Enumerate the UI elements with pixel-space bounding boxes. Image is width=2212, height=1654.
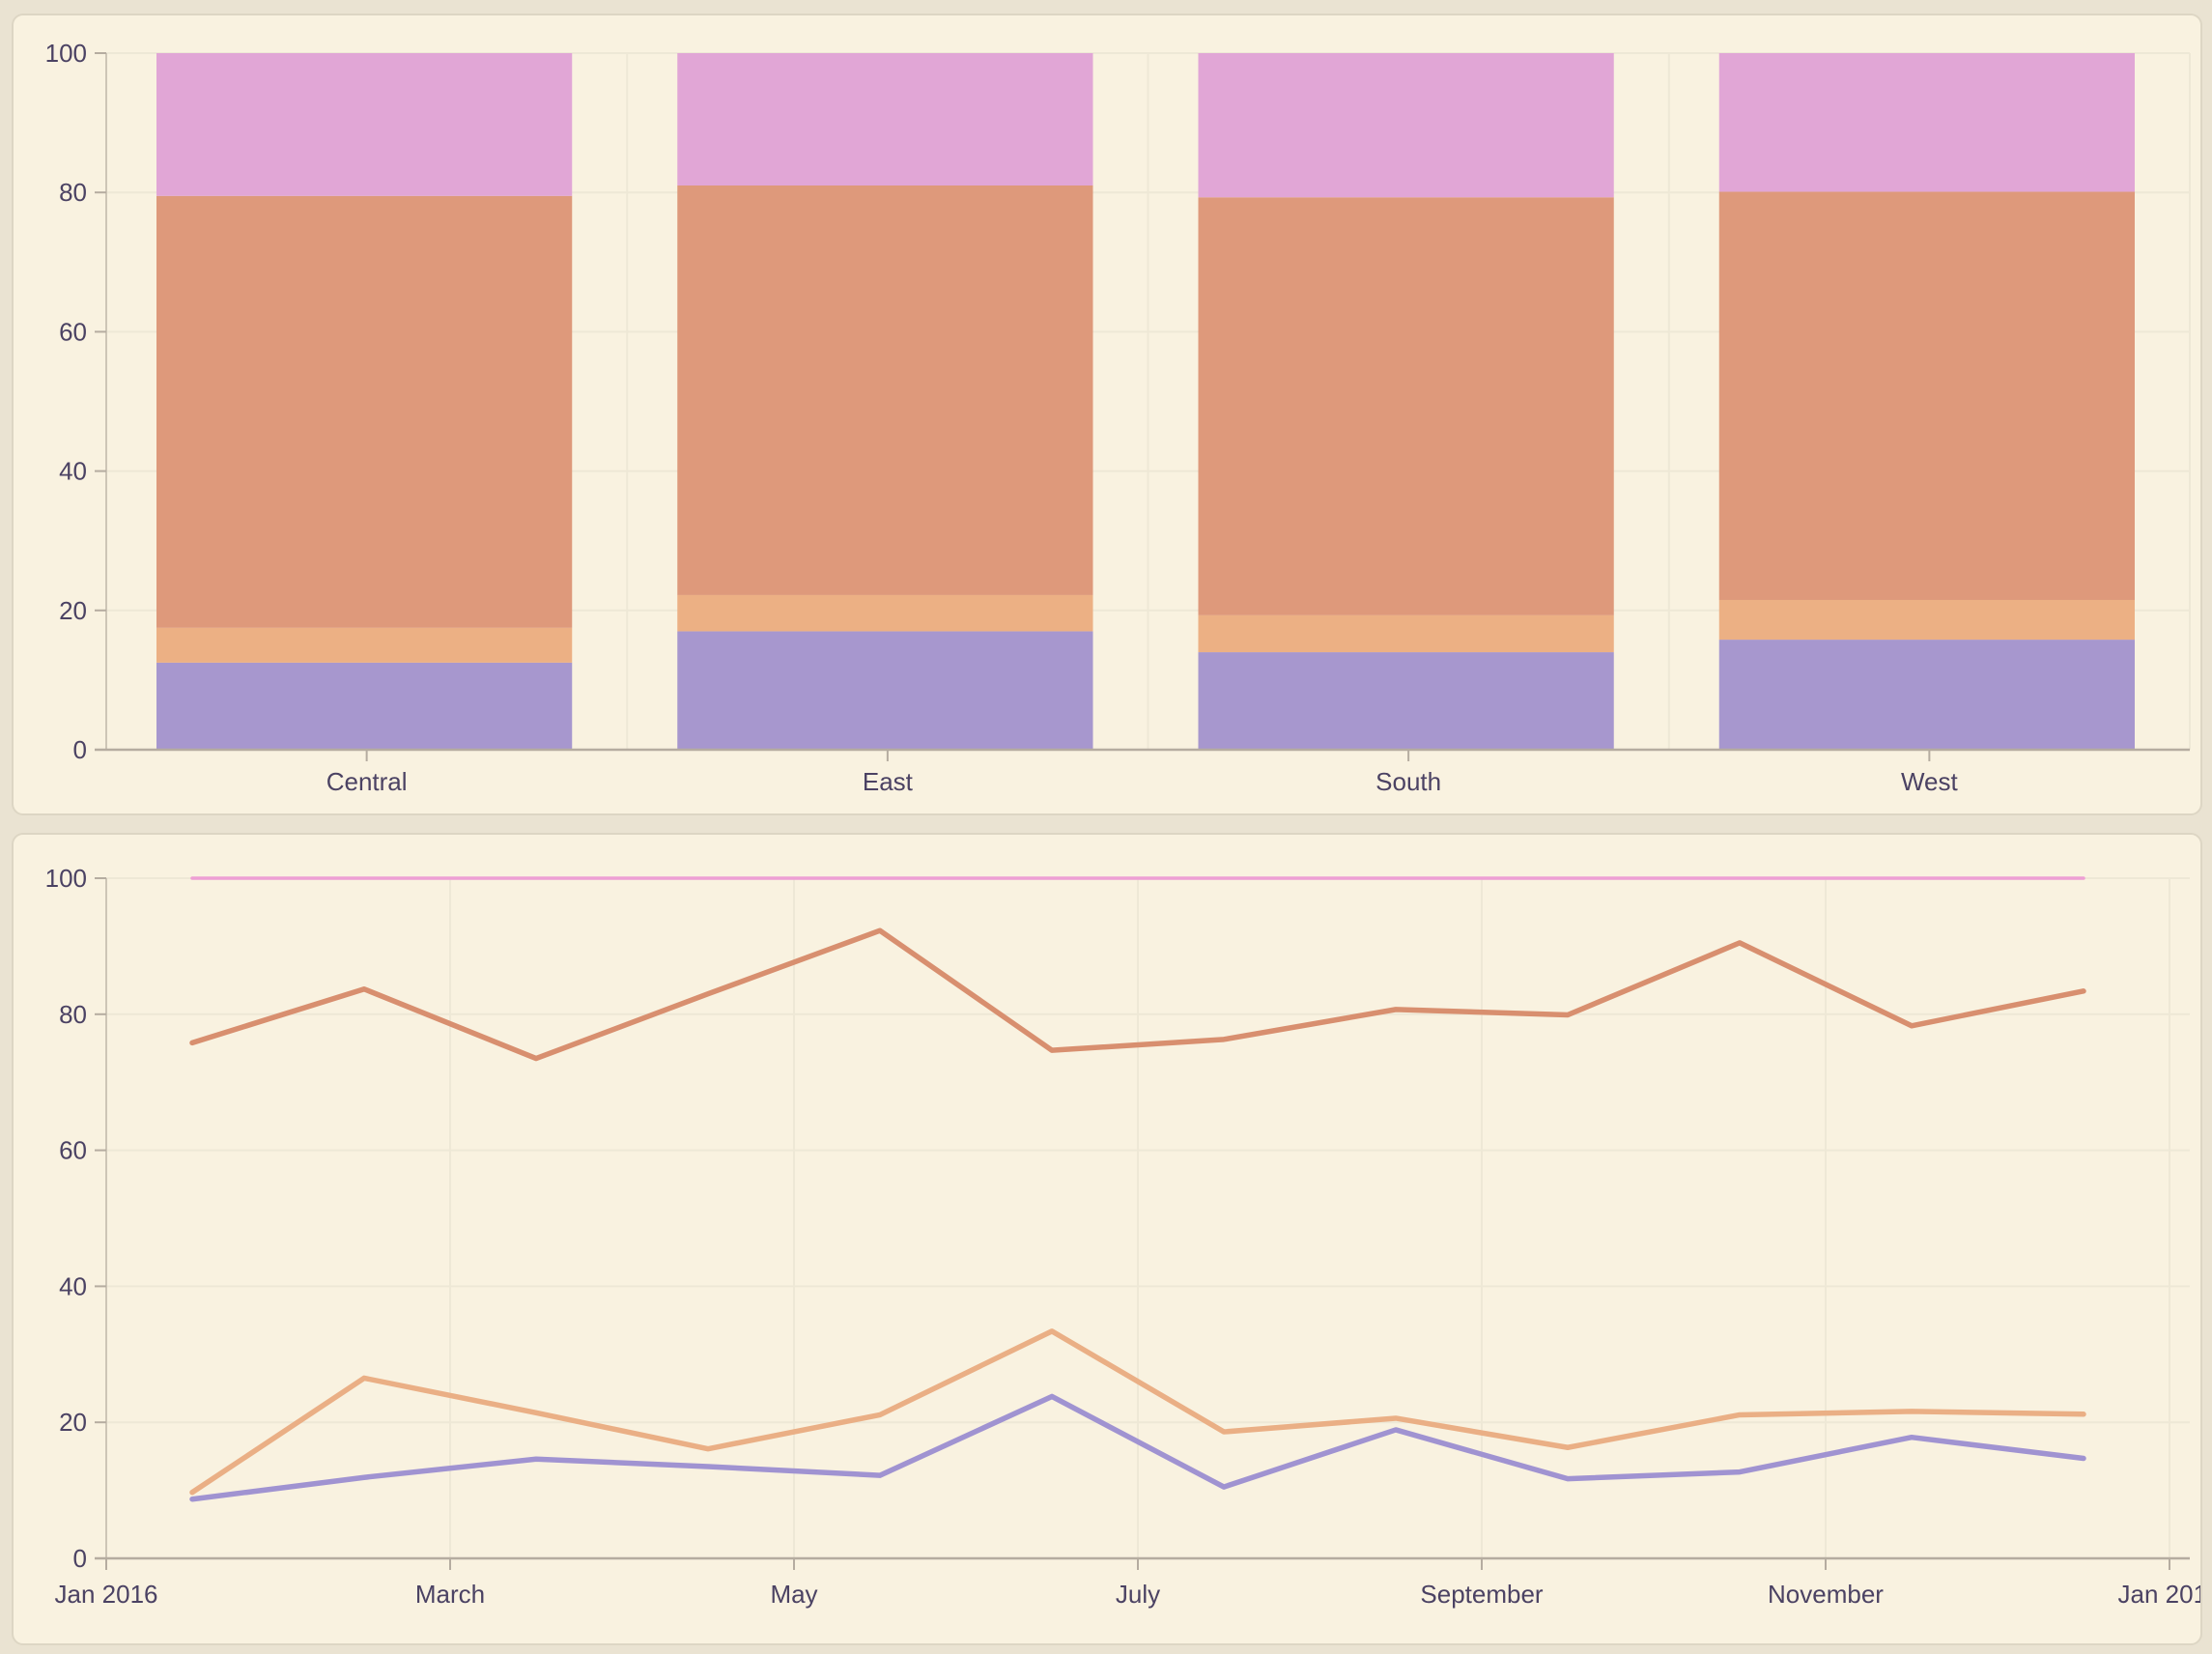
bar-segment-south-segment-pink[interactable]: [1198, 53, 1614, 198]
bar-segment-west-segment-orange[interactable]: [1718, 599, 2135, 641]
bar-segment-west-segment-pink[interactable]: [1718, 53, 2135, 192]
y-axis-label: 40: [59, 1271, 87, 1300]
line-orange[interactable]: [189, 1328, 2086, 1496]
stacked-bar-chart: 0 20 40 60 80 100 Central East South West: [45, 39, 2191, 796]
bar-segment-west-segment-salmon[interactable]: [1718, 191, 2135, 600]
line-purple[interactable]: [189, 1393, 2086, 1502]
bar-segment-south-segment-orange[interactable]: [1198, 614, 1614, 653]
x-axis-label: Central: [326, 767, 408, 796]
x-axis-label: West: [1901, 767, 1959, 796]
x-axis-label: South: [1375, 767, 1441, 796]
bar-segment-central-segment-purple[interactable]: [156, 662, 573, 750]
bar-segment-east-segment-purple[interactable]: [677, 631, 1093, 750]
x-axis-label: November: [1768, 1580, 1884, 1609]
bar-segment-central-segment-orange[interactable]: [156, 627, 573, 663]
bar-segment-east-segment-salmon[interactable]: [677, 185, 1093, 595]
y-axis-label: 100: [45, 39, 87, 68]
x-axis-label: May: [770, 1580, 817, 1609]
x-axis-label: Jan 2016: [55, 1580, 158, 1609]
x-axis-label: March: [415, 1580, 485, 1609]
bar-segment-east-segment-orange[interactable]: [677, 594, 1093, 632]
y-axis-label: 0: [73, 735, 87, 764]
y-axis-label: 40: [59, 457, 87, 486]
bar-segment-central-segment-salmon[interactable]: [156, 195, 573, 628]
y-axis-label: 100: [45, 864, 87, 893]
bar-segment-west-segment-purple[interactable]: [1718, 640, 2135, 750]
line-chart: 0 20 40 60 80 100 Jan 2016 March May July Septembe…: [45, 864, 2200, 1609]
y-axis-label: 60: [59, 1136, 87, 1165]
y-axis-label: 0: [73, 1544, 87, 1573]
line-chart-panel: 0 20 40 60 80 100 Jan 2016 March May July Septembe…: [12, 833, 2202, 1645]
x-axis-label: July: [1116, 1580, 1160, 1609]
y-axis-label: 60: [59, 317, 87, 346]
x-axis-label: September: [1420, 1580, 1544, 1609]
bar-segment-central-segment-pink[interactable]: [156, 53, 573, 196]
line-salmon[interactable]: [189, 927, 2086, 1062]
bar-segment-south-segment-salmon[interactable]: [1198, 197, 1614, 615]
y-axis-label: 20: [59, 1408, 87, 1437]
y-axis-label: 20: [59, 596, 87, 625]
bar-segment-east-segment-pink[interactable]: [677, 53, 1093, 185]
y-axis-label: 80: [59, 1000, 87, 1029]
x-axis-label: East: [863, 767, 914, 796]
x-axis-label: Jan 2017: [2118, 1580, 2200, 1609]
y-axis-label: 80: [59, 178, 87, 207]
stacked-bar-chart-panel: 0 20 40 60 80 100 Central East South West: [12, 14, 2202, 815]
bar-segment-south-segment-purple[interactable]: [1198, 652, 1614, 750]
